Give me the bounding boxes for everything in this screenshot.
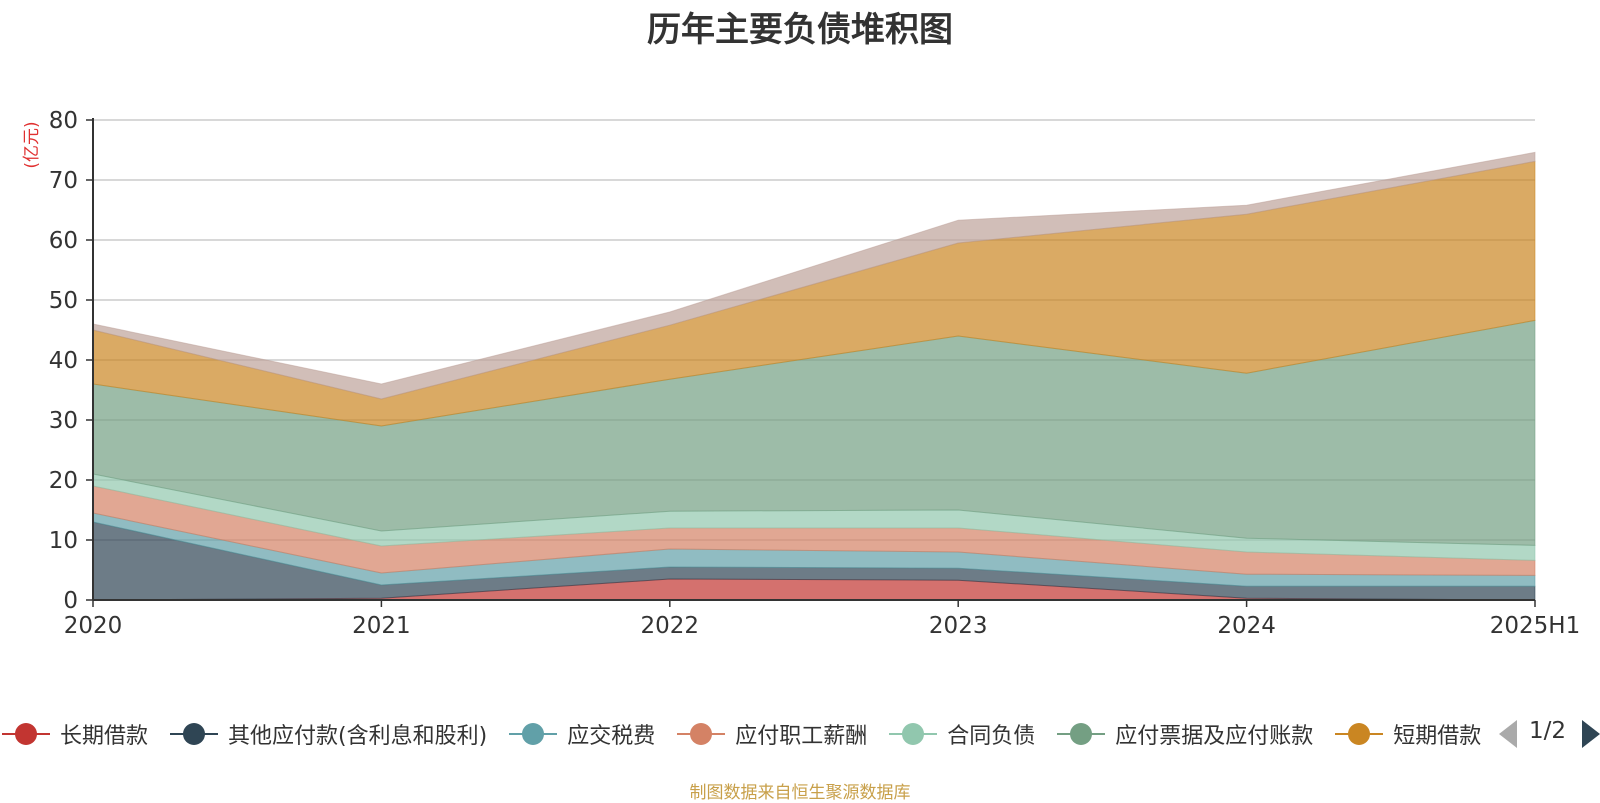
legend-label: 短期借款 <box>1393 724 1482 749</box>
x-tick-label: 2021 <box>352 613 411 639</box>
legend-marker-icon <box>1057 722 1106 746</box>
legend-marker-icon <box>1335 722 1384 746</box>
x-tick-label: 2025H1 <box>1490 613 1580 639</box>
legend-item[interactable]: 其他应付款(含利息和股利) <box>170 716 487 752</box>
y-tick-label: 40 <box>49 348 78 374</box>
x-tick-label: 2022 <box>641 613 700 639</box>
y-tick-label: 20 <box>49 468 78 494</box>
source-note: 制图数据来自恒生聚源数据库 <box>689 783 911 803</box>
x-tick-label: 2024 <box>1217 613 1276 639</box>
legend-item[interactable]: 合同负债 <box>889 716 1035 752</box>
legend-label: 其他应付款(含利息和股利) <box>228 724 488 749</box>
legend-item[interactable]: 长期借款 <box>2 716 148 752</box>
legend-prev-page-icon[interactable] <box>1499 720 1517 748</box>
stacked-area-chart: 0 10 20 30 40 50 60 70 80 2020 2021 2022 2023 2024 202… <box>22 108 1581 639</box>
y-tick-label: 60 <box>49 228 78 254</box>
y-tick-label: 0 <box>63 588 78 614</box>
y-tick-label: 10 <box>49 528 78 554</box>
legend-marker-icon <box>170 722 219 746</box>
legend-item[interactable]: 应付票据及应付账款 <box>1057 716 1313 752</box>
chart-title: 历年主要负债堆积图 <box>647 10 953 50</box>
x-tick-label: 2020 <box>64 613 123 639</box>
legend-marker-icon <box>509 722 558 746</box>
legend: 长期借款 其他应付款(含利息和股利) 应交税费 应付职工薪酬 合同负债 应付票据及应付账款… <box>0 716 1600 752</box>
y-axis-unit-label: (亿元) <box>22 121 42 168</box>
legend-item[interactable]: 应交税费 <box>509 716 655 752</box>
legend-page-indicator: 1/2 <box>1529 718 1567 744</box>
y-tick-label: 50 <box>49 288 78 314</box>
legend-label: 应交税费 <box>567 724 656 749</box>
legend-marker-icon <box>2 722 50 746</box>
legend-label: 应付职工薪酬 <box>735 724 868 749</box>
legend-next-page-icon[interactable] <box>1582 720 1600 748</box>
y-tick-label: 30 <box>49 408 78 434</box>
legend-pager: 1/2 <box>1497 716 1600 752</box>
legend-items: 长期借款 其他应付款(含利息和股利) 应交税费 应付职工薪酬 合同负债 应付票据及应付账款… <box>0 716 1484 752</box>
y-tick-label: 80 <box>49 108 78 134</box>
axes: 0 10 20 30 40 50 60 70 80 2020 2021 2022 2023 2024 202… <box>49 108 1581 639</box>
legend-marker-icon <box>677 722 726 746</box>
x-tick-label: 2023 <box>929 613 988 639</box>
legend-label: 长期借款 <box>60 724 149 749</box>
legend-item[interactable]: 应付职工薪酬 <box>677 716 867 752</box>
y-tick-label: 70 <box>49 168 78 194</box>
area-series-其他[interactable] <box>92 151 1536 400</box>
area-series <box>92 151 1536 601</box>
legend-marker-icon <box>889 722 938 746</box>
legend-item[interactable]: 短期借款 <box>1335 716 1481 752</box>
legend-label: 应付票据及应付账款 <box>1115 724 1314 749</box>
legend-label: 合同负债 <box>947 724 1036 749</box>
